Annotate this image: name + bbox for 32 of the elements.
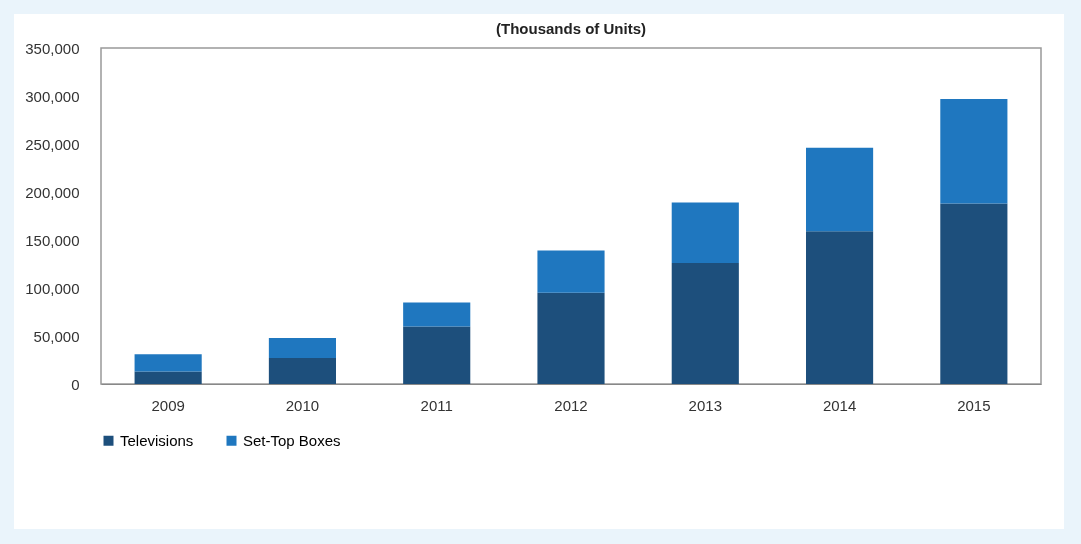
bar [134, 354, 202, 372]
legend-label: Set-Top Boxes [243, 431, 341, 449]
bar [403, 302, 471, 327]
bar [671, 263, 739, 384]
y-tick-label: 200,000 [25, 183, 80, 201]
bar [940, 98, 1008, 204]
y-tick-label: 250,000 [25, 135, 80, 153]
x-tick-label: 2010 [285, 396, 320, 414]
y-tick-label: 50,000 [33, 327, 80, 345]
bar [537, 250, 605, 293]
bar [940, 203, 1008, 384]
y-tick-label: 150,000 [25, 231, 80, 249]
y-tick-label: 100,000 [25, 279, 80, 297]
bar [806, 231, 874, 384]
chart-title: (Thousands of Units) [496, 20, 646, 37]
x-tick-label: 2011 [420, 396, 453, 414]
y-tick-label: 300,000 [25, 87, 80, 105]
bar [671, 202, 739, 264]
bar [806, 147, 874, 232]
x-tick-label: 2014 [822, 396, 857, 414]
bar [268, 337, 336, 359]
y-tick-label: 0 [71, 375, 80, 393]
bar [134, 371, 202, 384]
bar [403, 326, 471, 384]
y-tick-label: 350,000 [25, 39, 80, 57]
bar [537, 292, 605, 384]
x-tick-label: 2012 [554, 396, 588, 414]
legend-label: Televisions [120, 431, 194, 449]
bar [268, 358, 336, 384]
x-tick-label: 2013 [688, 396, 722, 414]
x-tick-label: 2009 [151, 396, 185, 414]
x-tick-label: 2015 [957, 396, 991, 414]
